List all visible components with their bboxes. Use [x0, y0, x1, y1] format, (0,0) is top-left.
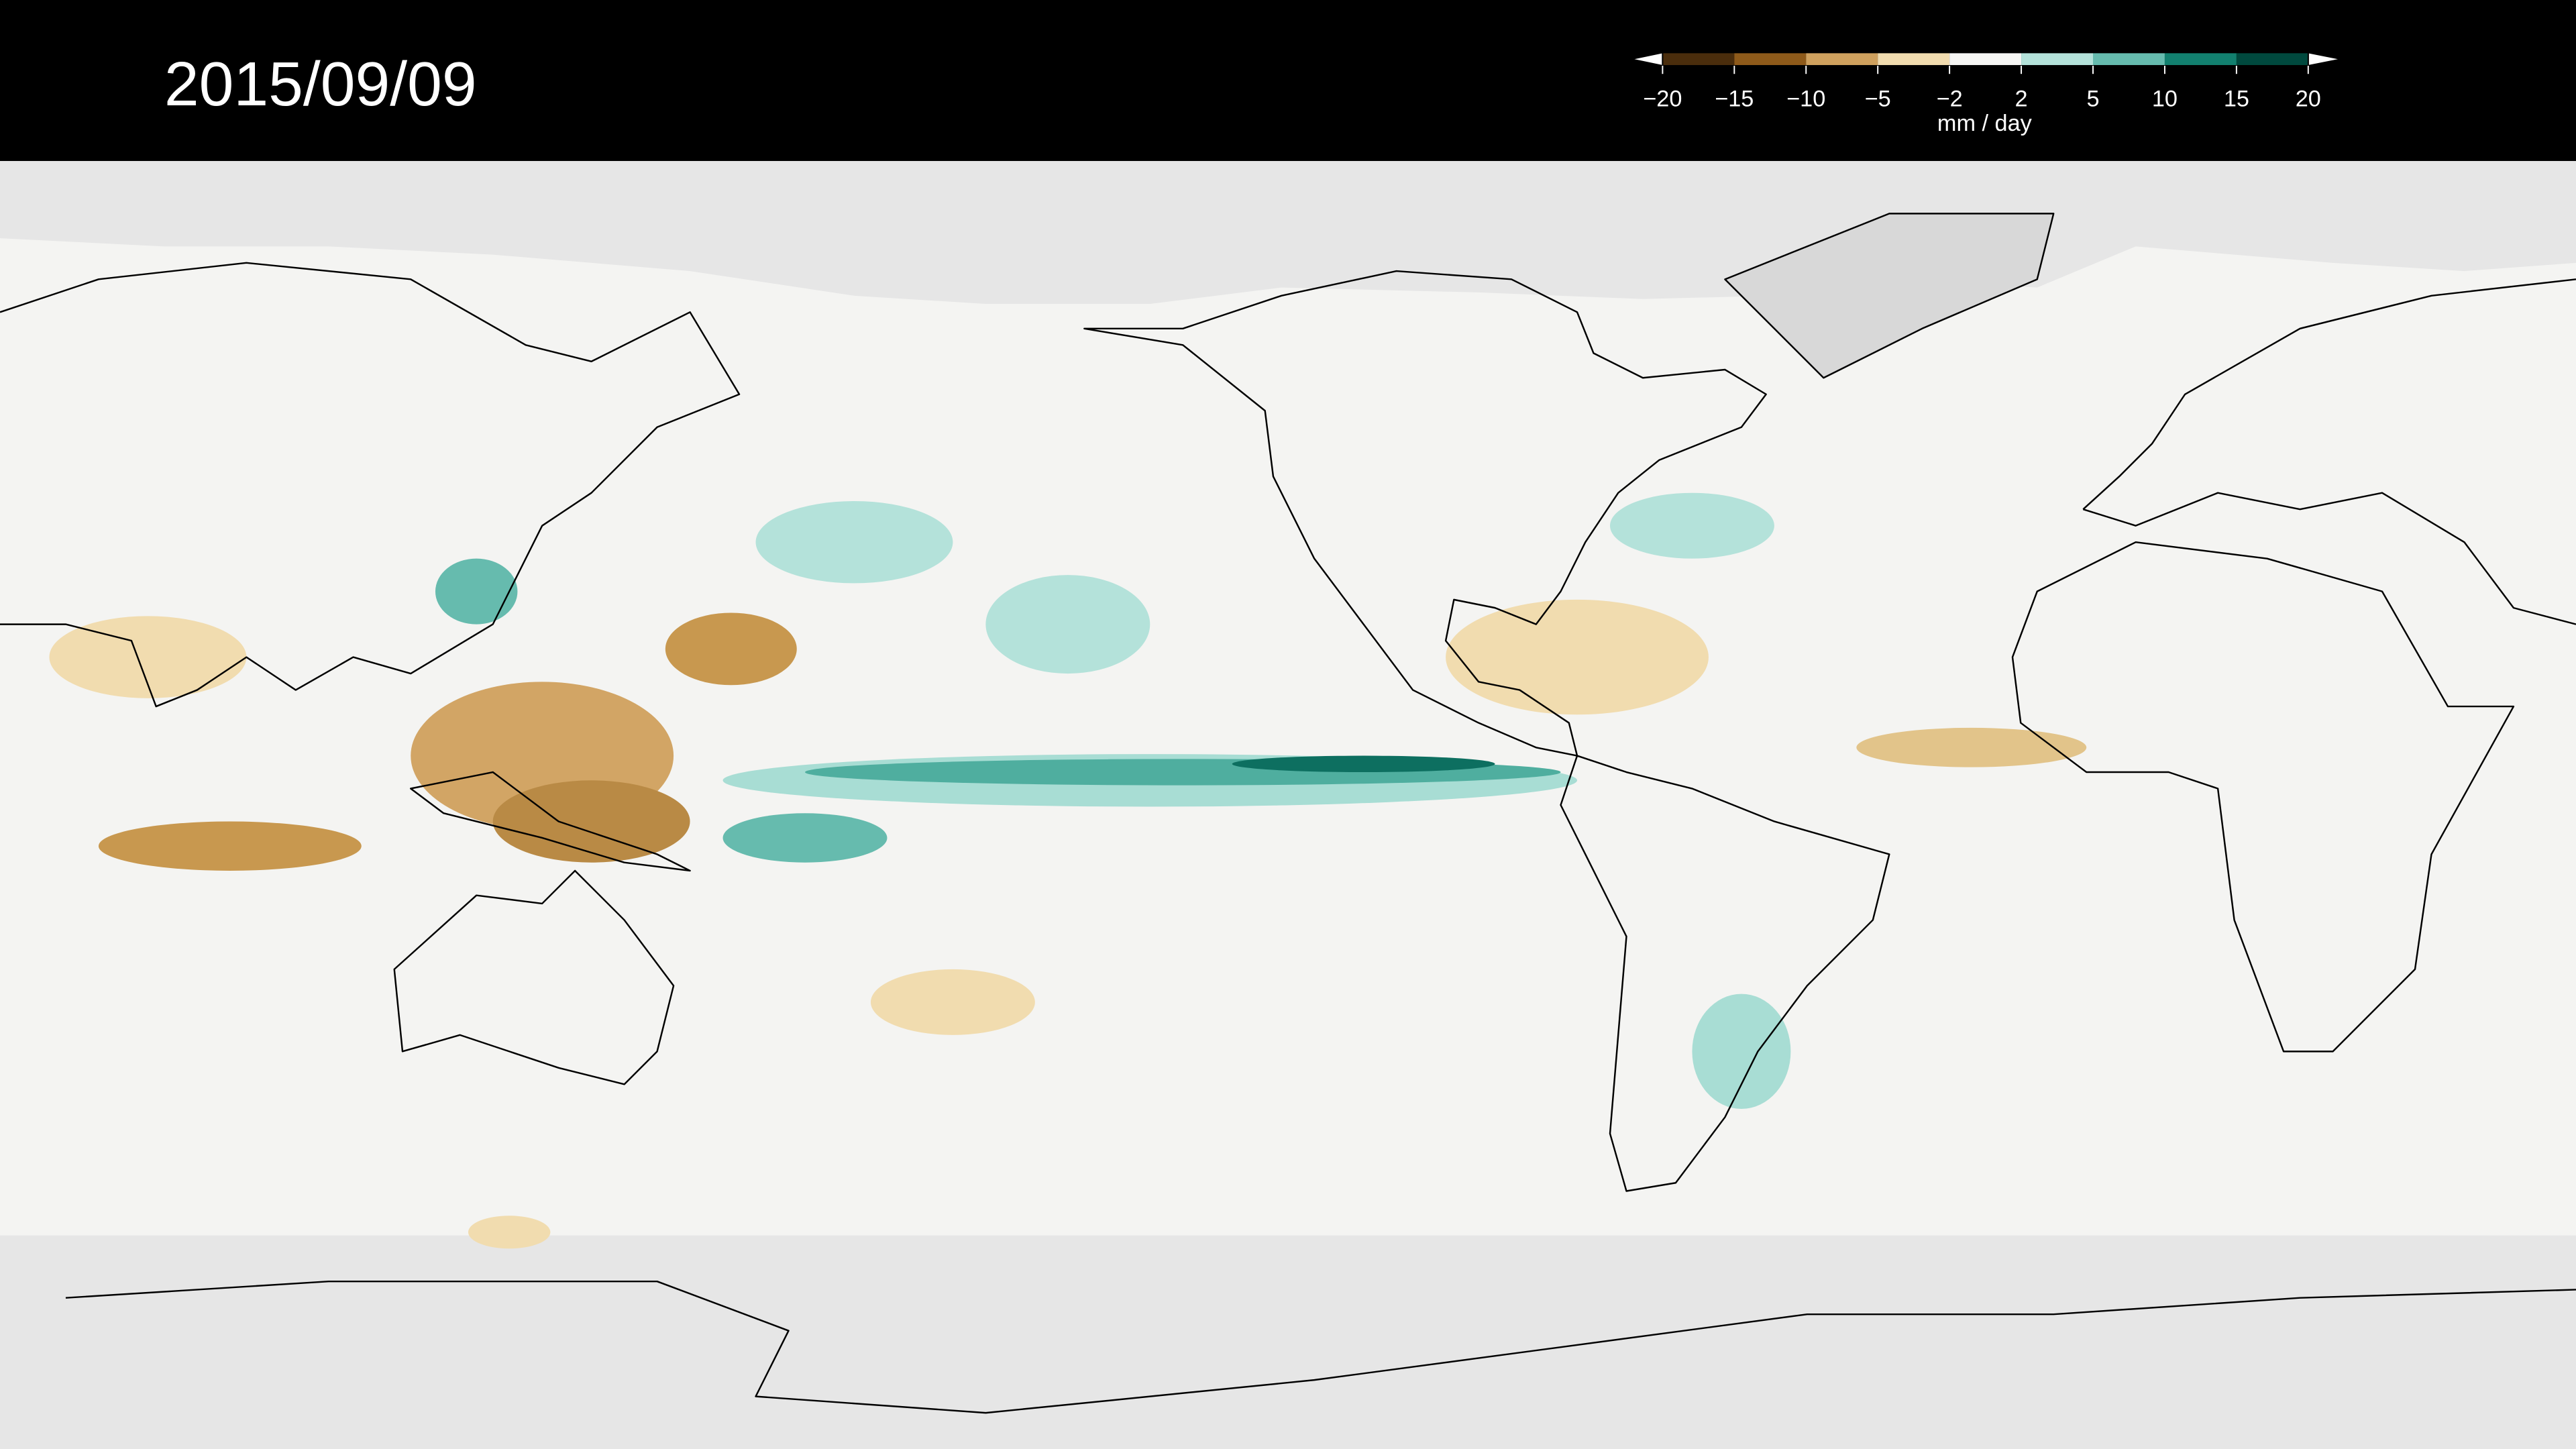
- colorbar-bin: [2093, 52, 2165, 66]
- colorbar-tick-label: 10: [2152, 86, 2178, 111]
- colorbar-tick-label: 15: [2224, 86, 2249, 111]
- colorbar-bin: [2021, 52, 2093, 66]
- colorbar-unit: mm / day: [1937, 111, 2033, 136]
- anomaly-patches: [49, 492, 2087, 1249]
- colorbar-bin: [1662, 52, 1735, 66]
- header-bar: [0, 0, 2576, 161]
- date-title: 2015/09/09: [164, 49, 477, 119]
- colorbar-tick-label: 20: [2296, 86, 2321, 111]
- map: [0, 161, 2576, 1449]
- colorbar-tick-label: −15: [1715, 86, 1754, 111]
- colorbar-bin: [1734, 52, 1807, 66]
- colorbar-bin: [2236, 52, 2308, 66]
- colorbar-frame: [1662, 52, 2309, 66]
- colorbar-tick-label: −10: [1786, 86, 1825, 111]
- greenland-mask: [1725, 213, 2054, 378]
- colorbar-tick-label: −20: [1643, 86, 1682, 111]
- colorbar: mm / day −20 −15 −10 −5 −2 2 5 10 15 20: [1631, 52, 2341, 136]
- colorbar-bin: [2164, 52, 2237, 66]
- colorbar-tick-label: −2: [1937, 86, 1963, 111]
- colorbar-bin: [1878, 52, 1950, 66]
- colorbar-bin: [1949, 52, 2022, 66]
- colorbar-bin: [1806, 52, 1878, 66]
- coastlines: [0, 213, 2576, 1414]
- south-polar-mask: [0, 1235, 2576, 1449]
- colorbar-tick-label: 5: [2086, 86, 2099, 111]
- colorbar-tick-label: 2: [2015, 86, 2028, 111]
- colorbar-tick-label: −5: [1865, 86, 1891, 111]
